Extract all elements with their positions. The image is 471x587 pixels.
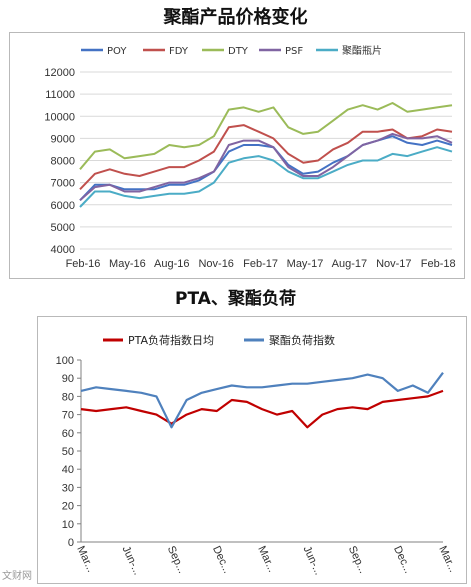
legend-label: 聚酯负荷指数: [269, 333, 335, 347]
x-tick-label: Mar...: [74, 544, 97, 574]
x-tick-label: Feb-16: [66, 258, 101, 270]
y-tick-label: 90: [62, 373, 74, 385]
x-tick-label: Nov-16: [198, 258, 233, 270]
watermark-text: 文财网: [2, 571, 32, 582]
x-tick-label: Dec...: [210, 544, 233, 575]
y-tick-label: 50: [62, 446, 74, 458]
y-tick-label: 60: [62, 428, 74, 440]
y-tick-label: 10: [62, 519, 74, 531]
y-tick-label: 10000: [44, 111, 75, 123]
y-tick-label: 4000: [51, 244, 75, 256]
y-tick-label: 12000: [44, 67, 75, 79]
chart2-frame: [37, 316, 467, 584]
x-tick-label: Dec...: [391, 544, 414, 575]
x-tick-label: Sep...: [165, 544, 188, 575]
legend-label: PTA负荷指数日均: [128, 333, 214, 347]
x-tick-label: May-17: [287, 258, 324, 270]
series-line-0: [80, 389, 444, 429]
x-tick-label: Jun-...: [120, 544, 144, 577]
y-tick-label: 70: [62, 410, 74, 422]
y-tick-label: 20: [62, 501, 74, 513]
x-tick-label: Feb-18: [421, 258, 456, 270]
y-tick-label: 5000: [51, 222, 75, 234]
chart2-title: PTA、聚酯负荷: [175, 289, 296, 309]
y-tick-label: 9000: [51, 133, 75, 145]
legend-label: POY: [107, 46, 127, 57]
x-tick-label: Mar...: [436, 544, 459, 574]
legend-label: 聚酯瓶片: [342, 44, 382, 57]
chart1-title: 聚酯产品价格变化: [163, 7, 308, 28]
series-line-0: [79, 135, 453, 201]
y-tick-label: 80: [62, 391, 74, 403]
x-tick-label: May-16: [109, 258, 146, 270]
series-line-1: [79, 124, 453, 190]
y-tick-label: 100: [56, 355, 74, 367]
x-tick-label: Nov-17: [376, 258, 411, 270]
y-tick-label: 30: [62, 482, 74, 494]
x-tick-label: Sep...: [346, 544, 369, 575]
x-tick-label: Mar...: [255, 544, 278, 574]
x-tick-label: Aug-16: [154, 258, 189, 270]
series-line-2: [79, 102, 453, 170]
y-tick-label: 11000: [45, 89, 75, 101]
y-tick-label: 7000: [51, 178, 75, 190]
series-line-3: [79, 132, 453, 202]
y-tick-label: 40: [62, 464, 74, 476]
series-line-4: [79, 146, 453, 208]
y-tick-label: 0: [68, 537, 74, 549]
y-tick-label: 8000: [51, 156, 75, 168]
y-tick-label: 6000: [51, 200, 75, 212]
legend-label: FDY: [169, 46, 189, 57]
x-tick-label: Jun-...: [301, 544, 325, 577]
x-tick-label: Aug-17: [332, 258, 367, 270]
legend-label: PSF: [285, 46, 303, 57]
x-tick-label: Feb-17: [243, 258, 278, 270]
series-line-1: [80, 372, 444, 429]
legend-label: DTY: [228, 46, 249, 57]
